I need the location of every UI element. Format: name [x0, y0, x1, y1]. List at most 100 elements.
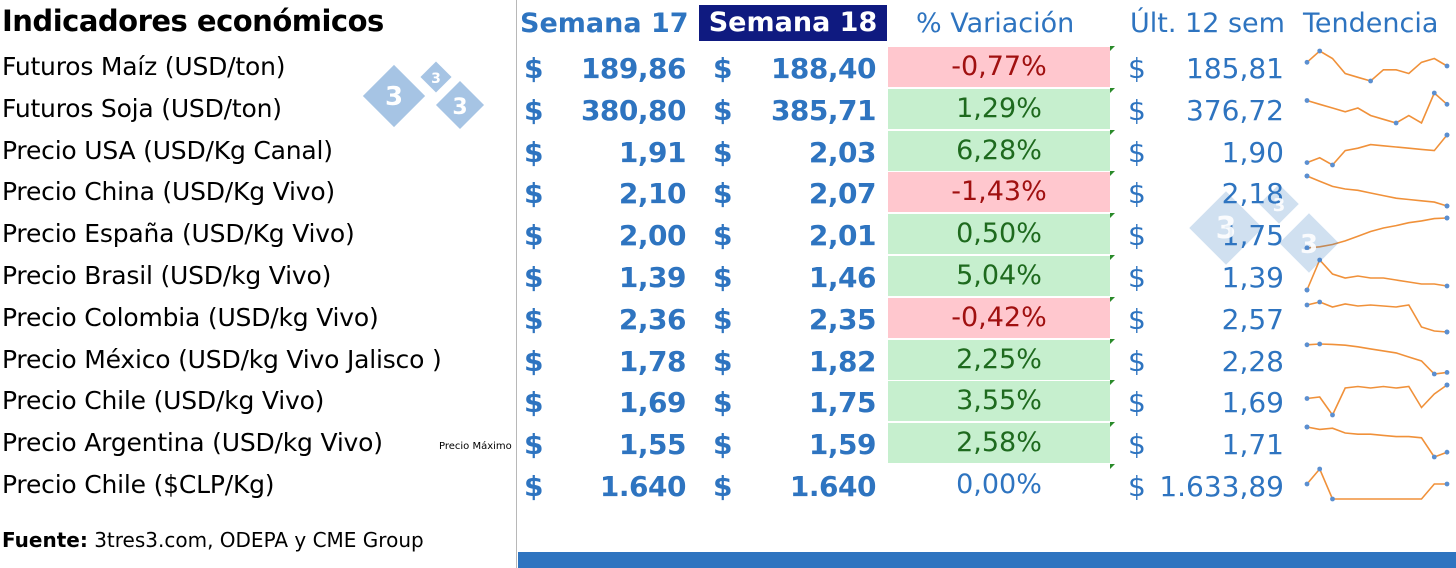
sparkline-point: [1444, 449, 1450, 455]
currency-symbol: $: [524, 344, 544, 378]
last-12-weeks-value: 1,69: [1221, 386, 1284, 420]
sparkline-point: [1444, 329, 1450, 335]
cell-comment-marker: [1110, 338, 1115, 344]
header-semana-18: Semana 18: [699, 5, 887, 41]
week-18-value: 2,01: [808, 219, 877, 253]
last-12-weeks-value: 2,57: [1221, 302, 1284, 336]
indicator-label: Precio USA (USD/Kg Canal): [2, 135, 333, 165]
indicator-label: Precio China (USD/Kg Vivo): [2, 177, 335, 207]
sparkline-point: [1330, 496, 1335, 502]
currency-symbol: $: [713, 344, 733, 378]
trend-sparkline: [1304, 466, 1450, 502]
trend-sparkline: [1304, 257, 1450, 293]
week-18-value: 1,46: [808, 261, 877, 294]
sparkline-point: [1304, 287, 1310, 293]
sparkline-point: [1304, 481, 1310, 487]
sparkline-point: [1444, 132, 1450, 137]
week-18-value: 1,75: [808, 386, 877, 420]
week-17-value: 1.640: [599, 470, 687, 503]
currency-symbol: $: [524, 52, 544, 85]
header-tendencia: Tendencia: [1303, 8, 1439, 39]
week-17-value: 1,91: [618, 135, 687, 169]
last-12-weeks-value: 185,81: [1186, 52, 1284, 85]
sparkline-point: [1431, 454, 1437, 460]
last-12-weeks-value: 1,90: [1221, 135, 1284, 169]
header-variacion: % Variación: [916, 8, 1075, 39]
sparkline-series: [1306, 467, 1447, 500]
week-18-value: 1,59: [808, 428, 877, 462]
sparkline-point: [1431, 371, 1437, 376]
sparkline-series: [1306, 50, 1448, 82]
week-18-value: 2,35: [808, 302, 877, 336]
variation-cell: 1,29%: [888, 88, 1110, 129]
sparkline-point: [1304, 424, 1310, 430]
cell-comment-marker: [1110, 129, 1115, 135]
table-row: Precio China (USD/Kg Vivo) $2,10 $2,07 -1,4…: [0, 171, 1456, 214]
cell-comment-marker: [1110, 464, 1115, 469]
indicator-label: Futuros Maíz (USD/ton): [2, 52, 286, 81]
bottom-accent-bar: [518, 552, 1456, 568]
cell-comment-marker: [1110, 380, 1115, 386]
trend-sparkline: [1304, 48, 1450, 84]
cell-comment-marker: [1110, 255, 1115, 260]
cell-comment-marker: [1110, 87, 1115, 93]
sparkline-series: [1306, 384, 1448, 417]
trend-sparkline: [1304, 173, 1450, 209]
sparkline-series: [1306, 426, 1448, 459]
last-12-weeks-value: 376,72: [1186, 93, 1284, 127]
source-footer: Fuente: 3tres3.com, ODEPA y CME Group: [2, 528, 424, 552]
currency-symbol: $: [713, 302, 733, 336]
sparkline-point: [1444, 215, 1450, 221]
trend-sparkline: [1304, 215, 1450, 251]
sparkline-point: [1317, 466, 1323, 472]
trend-sparkline: [1304, 299, 1450, 335]
trend-sparkline: [1304, 424, 1450, 460]
cell-comment-marker: [1110, 171, 1115, 177]
indicator-label: Precio México (USD/kg Vivo Jalisco ): [2, 344, 442, 374]
table-row: Precio España (USD/Kg Vivo) $2,00 $2,01 0,5…: [0, 213, 1456, 256]
sparkline-series: [1306, 175, 1448, 208]
sparkline-point: [1444, 481, 1450, 487]
currency-symbol: $: [524, 261, 544, 294]
sparkline-point: [1304, 245, 1310, 251]
footer-sources: 3tres3.com, ODEPA y CME Group: [87, 528, 424, 552]
sparkline-point: [1317, 257, 1323, 263]
currency-symbol: $: [524, 219, 544, 253]
sparkline-series: [1306, 342, 1448, 375]
sparkline-point: [1444, 382, 1450, 388]
sparkline-point: [1444, 369, 1450, 375]
indicator-label: Precio Argentina (USD/kg Vivo): [2, 428, 383, 458]
table-row: Futuros Soja (USD/ton) $380,80 $385,71 1,29…: [0, 87, 1456, 131]
trend-sparkline: [1304, 382, 1450, 418]
trend-sparkline: [1304, 132, 1450, 167]
currency-symbol: $: [1128, 261, 1146, 294]
week-18-value: 385,71: [770, 93, 877, 127]
week-17-value: 1,69: [618, 386, 687, 420]
table-row: Futuros Maíz (USD/ton) $189,86 $188,40 -0,7…: [0, 46, 1456, 89]
table-row: Precio Brasil (USD/kg Vivo) $1,39 $1,46 5,0…: [0, 255, 1456, 298]
last-12-weeks-value: 2,18: [1221, 177, 1284, 211]
currency-symbol: $: [1128, 52, 1146, 85]
last-12-weeks-value: 1,39: [1221, 261, 1284, 294]
currency-symbol: $: [1128, 219, 1146, 253]
sparkline-point: [1304, 302, 1310, 308]
week-17-value: 2,10: [618, 177, 687, 211]
currency-symbol: $: [524, 470, 544, 503]
currency-symbol: $: [713, 428, 733, 462]
cell-comment-marker: [1110, 213, 1115, 219]
currency-symbol: $: [713, 52, 733, 85]
table-row: Precio USA (USD/Kg Canal) $1,91 $2,03 6,28%…: [0, 129, 1456, 173]
column-divider: [516, 0, 517, 568]
variation-cell: 0,00%: [956, 469, 1042, 500]
currency-symbol: $: [713, 386, 733, 420]
currency-symbol: $: [713, 470, 733, 503]
footer-label: Fuente:: [2, 528, 88, 552]
sparkline-series: [1306, 258, 1448, 291]
indicator-label: Precio España (USD/Kg Vivo): [2, 219, 355, 249]
sparkline-point: [1393, 120, 1399, 126]
sparkline-point: [1304, 159, 1310, 165]
currency-symbol: $: [1128, 470, 1146, 503]
week-18-value: 2,07: [808, 177, 877, 211]
variation-cell: -0,42%: [888, 297, 1110, 338]
variation-cell: 2,58%: [888, 423, 1110, 464]
